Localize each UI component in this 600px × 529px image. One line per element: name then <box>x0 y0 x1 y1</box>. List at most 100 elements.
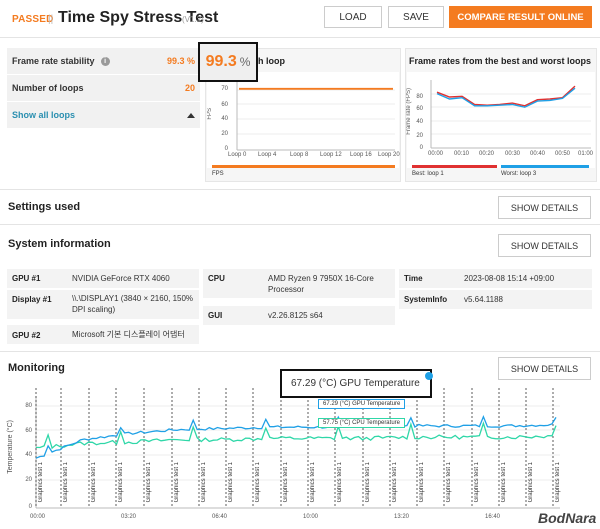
display1-label: Display #1 <box>12 295 52 304</box>
loop-marker-label: Graphics test 1 <box>146 462 152 503</box>
mon-ytick: 40 <box>25 452 32 458</box>
number-of-loops-value: 20 <box>184 83 195 93</box>
show-all-loops-link[interactable]: Show all loops <box>12 110 76 120</box>
mon-xtick: 06:40 <box>212 514 228 520</box>
monitoring-ylabel: Temperature (°C) <box>7 420 14 474</box>
loop-marker-label: Graphics test 1 <box>501 462 507 503</box>
stability-highlight-box: 99.3 % <box>198 42 258 82</box>
settings-used-title: Settings used <box>8 201 81 213</box>
save-button[interactable]: SAVE <box>388 6 444 28</box>
time-cell <box>399 269 592 288</box>
mon-xtick: 10:00 <box>303 514 319 520</box>
watermark: BodNara <box>538 510 597 526</box>
bw-xtick: 00:00 <box>428 151 444 157</box>
gpu-temperature-line <box>35 414 557 459</box>
gpu2-cell <box>7 325 199 344</box>
monitoring-chart <box>35 388 560 509</box>
gpu1-label: GPU #1 <box>12 274 41 283</box>
page-title: Time Spy Stress Test <box>58 9 219 26</box>
status-separator: || <box>48 14 54 25</box>
gui-label: GUI <box>208 311 223 320</box>
bw-ytick: 20 <box>416 133 423 139</box>
loop-marker-label: Graphics test 1 <box>63 462 69 503</box>
cpu-value: AMD Ryzen 9 7950X 16-Core Processor <box>268 274 374 294</box>
cpu-temperature-line <box>35 421 557 450</box>
number-of-loops-label: Number of loops <box>12 83 84 93</box>
gpu2-value: Microsoft 기본 디스플레이 어댑터 <box>72 330 185 339</box>
collapse-triangle-icon[interactable] <box>187 112 195 118</box>
loop-marker-label: Graphics test 1 <box>337 462 343 503</box>
frame-rate-stability-label: Frame rate stability <box>12 56 95 66</box>
mon-xtick: 00:00 <box>30 514 46 520</box>
status-passed: PASSED <box>12 14 54 25</box>
loop-marker-label: Graphics test 1 <box>91 462 97 503</box>
systeminfo-label: SystemInfo <box>404 295 448 304</box>
loop-xtick: Loop 4 <box>258 152 277 158</box>
loop-marker-label: Graphics test 1 <box>555 462 561 503</box>
header-divider <box>0 37 600 38</box>
monitoring-show-details-button[interactable]: SHOW DETAILS <box>498 357 591 380</box>
mon-ytick: 80 <box>25 403 32 409</box>
loop-marker-label: Graphics test 1 <box>201 462 207 503</box>
gpu1-value: NVIDIA GeForce RTX 4060 <box>72 274 170 283</box>
loop-marker-label: Graphics test 1 <box>419 462 425 503</box>
show-all-loops-row[interactable]: Show all loops <box>7 102 200 128</box>
best-legend-label: Best: loop 1 <box>412 171 444 177</box>
bw-ytick: 0 <box>419 145 423 151</box>
load-button[interactable]: LOAD <box>324 6 382 28</box>
system-divider-bottom <box>0 351 600 352</box>
loop-marker-label: Graphics test 1 <box>474 462 480 503</box>
worst-legend-label: Worst: loop 3 <box>501 171 537 177</box>
mon-ytick: 20 <box>25 477 32 483</box>
stability-highlight-unit: % <box>239 55 251 69</box>
loop-marker-label: Graphics test 1 <box>228 462 234 503</box>
fps-legend-bar <box>212 165 395 168</box>
loop-marker-label: Graphics test 1 <box>38 462 44 503</box>
loop-ytick: 40 <box>221 116 228 122</box>
compare-result-online-button[interactable]: COMPARE RESULT ONLINE <box>449 6 592 28</box>
worst-legend-bar <box>501 165 589 168</box>
gpu1-cell <box>7 269 199 288</box>
tooltip-dot <box>425 372 433 380</box>
loop-xtick: Loop 20 <box>378 152 400 158</box>
loop-chart-svg <box>236 80 395 151</box>
loop-chart-ylabel: FPS <box>207 108 213 120</box>
bw-xtick: 00:10 <box>454 151 470 157</box>
gui-cell <box>203 306 395 325</box>
systeminfo-value: v5.64.1188 <box>464 295 503 304</box>
mon-xtick: 13:20 <box>394 514 410 520</box>
frame-rate-stability-value: 99.3 % <box>166 56 195 66</box>
monitoring-title: Monitoring <box>8 362 65 374</box>
best-worst-chart-title: Frame rates from the best and worst loop… <box>409 56 592 66</box>
bw-xtick: 00:30 <box>505 151 521 157</box>
mon-ytick: 0 <box>28 504 32 510</box>
time-value: 2023-08-08 15:14 +09:00 <box>464 274 555 283</box>
cpu-label: CPU <box>208 274 225 283</box>
bw-xtick: 00:20 <box>479 151 495 157</box>
stability-highlight-value: 99.3 <box>205 53 237 70</box>
loop-marker-label: Graphics test 1 <box>174 462 180 503</box>
number-of-loops-row: Number of loops 20 <box>7 75 200 101</box>
loop-ytick: 20 <box>221 131 228 137</box>
loop-marker-label: Graphics test 1 <box>118 462 124 503</box>
settings-show-details-button[interactable]: SHOW DETAILS <box>498 196 591 219</box>
gui-value: v2.26.8125 s64 <box>268 311 323 320</box>
bw-ytick: 80 <box>416 94 423 100</box>
gpu-mini-tooltip: 67.29 (°C) GPU Temperature <box>318 399 406 409</box>
systeminfo-cell <box>399 290 592 309</box>
fps-legend-label: FPS <box>212 171 224 177</box>
time-label: Time <box>404 274 423 283</box>
mon-xtick: 03:20 <box>121 514 137 520</box>
settings-divider-bottom <box>0 224 600 225</box>
info-icon[interactable]: i <box>100 56 110 66</box>
best-loop-line <box>436 85 576 107</box>
system-show-details-button[interactable]: SHOW DETAILS <box>498 234 591 257</box>
mon-xtick: 16:40 <box>485 514 501 520</box>
loop-marker-label: Graphics test 1 <box>446 462 452 503</box>
bw-xtick: 00:40 <box>530 151 546 157</box>
version-label: (V1.2) <box>182 15 204 24</box>
loop-marker-label: Graphics test 1 <box>310 462 316 503</box>
best-legend-bar <box>412 165 497 168</box>
loop-marker-label: Graphics test 1 <box>365 462 371 503</box>
loop-ytick: 60 <box>221 102 228 108</box>
